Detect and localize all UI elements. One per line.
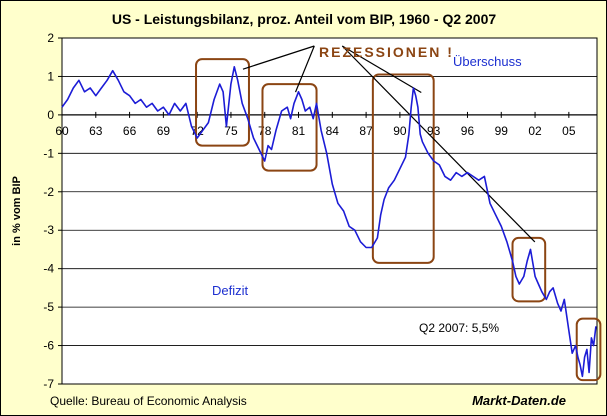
recession-box-3 (511, 236, 547, 303)
x-tick-label-13: 99 (495, 124, 509, 138)
recession-label: REZESSIONEN ! (319, 44, 454, 60)
x-tick-label-14: 02 (528, 124, 542, 138)
y-tick-label-3: -1 (43, 146, 54, 160)
y-tick-label-1: 1 (47, 69, 54, 83)
y-tick-label-4: -2 (43, 185, 54, 199)
x-tick-label-15: 05 (562, 124, 576, 138)
recession-boxes (195, 58, 602, 382)
x-tick-label-0: 60 (55, 124, 69, 138)
pointer-line-2 (341, 45, 422, 94)
series-lines (61, 66, 597, 378)
y-tick-label-6: -4 (43, 262, 54, 276)
y-tick-label-2: 0 (47, 108, 54, 122)
recession-pointer-lines (242, 45, 536, 243)
x-tick-labels: 60 63 66 69 72 75 78 81 84 87 90 93 96 99 02 05 (55, 124, 576, 138)
surplus-label: Überschuss (453, 54, 522, 69)
y-tick-label-9: -7 (43, 377, 54, 391)
recession-box-2 (371, 73, 435, 264)
pointer-line-3 (341, 45, 536, 243)
x-tick-label-12: 96 (461, 124, 475, 138)
x-tick-label-6: 78 (258, 124, 272, 138)
source-label: Quelle: Bureau of Economic Analysis (50, 394, 247, 408)
brand-label: Markt-Daten.de (472, 393, 566, 408)
y-tick-label-8: -6 (43, 339, 54, 353)
chart-title: US - Leistungsbilanz, proz. Anteil vom B… (112, 11, 497, 27)
recession-box-1 (261, 83, 318, 172)
pointer-line-0 (242, 45, 315, 70)
x-tick-label-10: 90 (393, 124, 407, 138)
x-tick-label-9: 87 (359, 124, 373, 138)
x-tick-label-7: 81 (292, 124, 306, 138)
deficit-label: Defizit (212, 283, 249, 298)
last-value-label: Q2 2007: 5,5% (419, 321, 499, 335)
x-tick-label-2: 66 (123, 124, 137, 138)
plot-area (61, 37, 598, 385)
series-line-0 (61, 66, 597, 378)
y-tick-label-7: -5 (43, 300, 54, 314)
x-tick-label-5: 75 (224, 124, 238, 138)
pointer-line-1 (294, 45, 315, 93)
x-tick-label-8: 84 (326, 124, 340, 138)
y-tick-labels: 2 1 0 -1 -2 -3 -4 -5 -6 -7 (43, 31, 54, 391)
x-tick-label-3: 69 (157, 124, 171, 138)
grid-lines (58, 37, 597, 385)
y-axis-label: in % vom BIP (11, 176, 23, 246)
x-tick-label-1: 63 (89, 124, 103, 138)
recession-box-0 (195, 58, 250, 147)
y-tick-label-0: 2 (47, 31, 54, 45)
y-tick-label-5: -3 (43, 223, 54, 237)
